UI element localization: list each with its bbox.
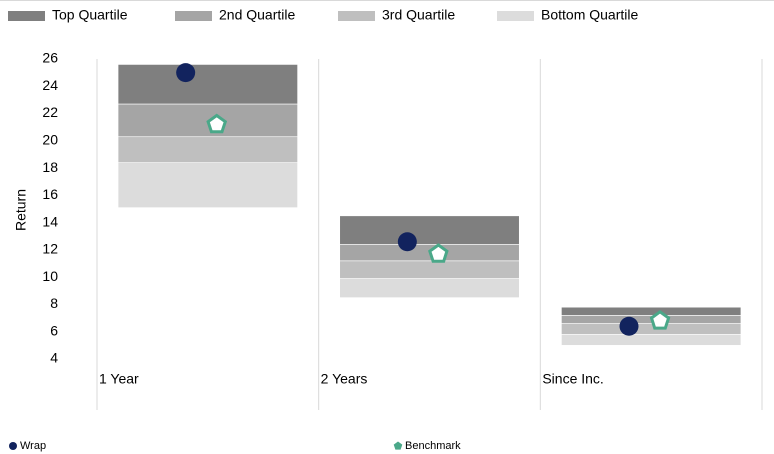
- y-tick-label: 4: [50, 350, 58, 366]
- legend-swatch: [175, 11, 212, 21]
- benchmark-point: [428, 243, 449, 263]
- x-tick-label: 2 Years: [321, 371, 368, 387]
- y-tick-label: 14: [42, 213, 58, 229]
- benchmark-point: [206, 113, 228, 134]
- benchmark-point: [649, 309, 671, 330]
- y-tick-label: 16: [42, 186, 58, 202]
- bar-segment: [117, 136, 298, 163]
- y-tick-label: 24: [42, 77, 58, 93]
- y-tick-label: 12: [42, 241, 58, 257]
- legend-label: 3rd Quartile: [382, 7, 455, 23]
- bar-segment: [561, 334, 742, 346]
- x-tick-label: 1 Year: [99, 371, 139, 387]
- legend-swatch: [8, 11, 45, 21]
- bar-segment: [117, 64, 298, 105]
- wrap-point: [176, 63, 196, 83]
- y-tick-label: 10: [42, 268, 58, 284]
- legend-label: Benchmark: [405, 440, 461, 452]
- wrap-point: [619, 316, 639, 336]
- bar-segment: [339, 260, 520, 279]
- bar-segment: [339, 215, 520, 245]
- y-tick-label: 26: [42, 50, 58, 66]
- y-tick-label: 8: [50, 295, 58, 311]
- legend-marker: [9, 442, 17, 450]
- y-axis-label: Return: [13, 189, 29, 231]
- legend-label: Wrap: [20, 440, 46, 452]
- y-tick-label: 18: [42, 159, 58, 175]
- legend-swatch: [338, 11, 375, 21]
- y-tick-label: 6: [50, 322, 58, 338]
- wrap-point: [397, 232, 417, 252]
- legend-label: Top Quartile: [52, 7, 128, 23]
- bar-segment: [561, 306, 742, 316]
- legend-label: 2nd Quartile: [219, 7, 295, 23]
- bar-segment: [117, 162, 298, 208]
- bar-segment: [561, 323, 742, 335]
- x-tick-label: Since Inc.: [542, 371, 603, 387]
- y-tick-label: 22: [42, 104, 58, 120]
- legend-label: Bottom Quartile: [541, 7, 638, 23]
- legend-swatch: [497, 11, 534, 21]
- y-tick-label: 20: [42, 132, 58, 148]
- bar-segment: [339, 278, 520, 298]
- legend-marker: [393, 441, 403, 450]
